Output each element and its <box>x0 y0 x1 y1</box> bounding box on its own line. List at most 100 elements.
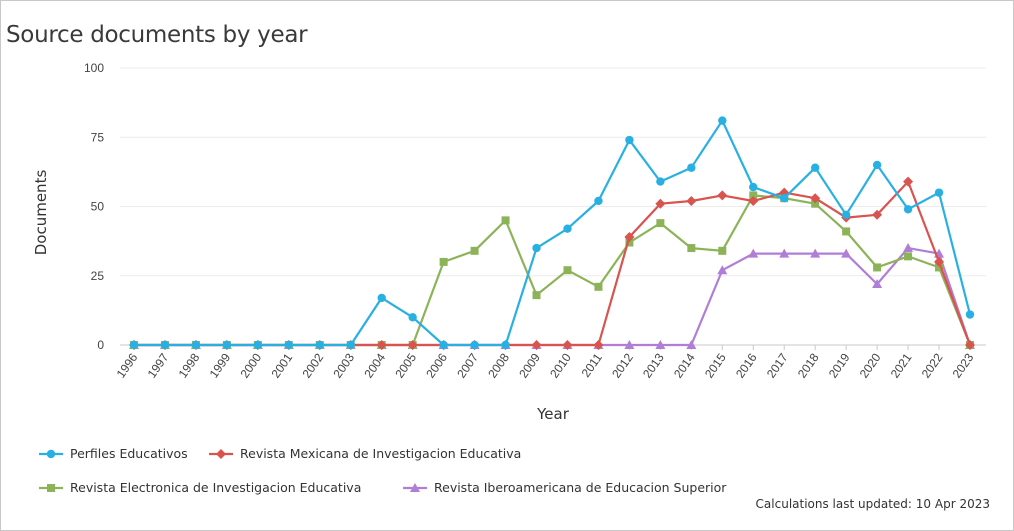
data-point <box>872 279 883 289</box>
data-point <box>717 265 728 275</box>
x-axis-title: Year <box>536 405 570 423</box>
data-point <box>810 193 821 204</box>
data-point <box>935 263 944 272</box>
x-tick-label: 2013 <box>640 350 667 380</box>
series-line <box>134 247 972 347</box>
x-tick-label: 2021 <box>888 350 915 380</box>
data-point <box>841 210 851 220</box>
x-tick-label: 2005 <box>392 350 419 380</box>
data-point <box>842 227 851 236</box>
data-point <box>624 340 635 349</box>
legend-swatch-marker <box>410 482 420 492</box>
y-tick-label: 100 <box>84 61 104 75</box>
legend-swatch <box>403 482 427 492</box>
x-tick-label: 2014 <box>671 350 698 380</box>
x-tick-label: 1996 <box>114 350 141 380</box>
data-point <box>191 340 201 350</box>
data-point <box>873 263 882 272</box>
data-point <box>315 340 324 350</box>
series-line <box>134 119 972 347</box>
data-point <box>563 224 572 233</box>
data-point <box>717 190 728 201</box>
data-point <box>686 195 697 206</box>
data-point <box>284 340 294 350</box>
x-tick-label: 2019 <box>826 350 853 380</box>
data-point <box>903 205 913 214</box>
legend: Perfiles Educativos Revista Mexicana de I… <box>38 446 738 506</box>
legend-item[interactable]: Perfiles Educativos <box>38 446 188 461</box>
data-point <box>841 248 852 258</box>
data-point <box>965 310 975 319</box>
x-tick-label: 2010 <box>547 350 574 380</box>
data-point <box>749 191 758 200</box>
x-tick-label: 2008 <box>485 350 512 380</box>
y-axis-ticks: 0 25 50 75 100 <box>84 61 104 352</box>
data-point <box>408 313 417 322</box>
series-1 <box>129 176 975 350</box>
legend-swatch-marker <box>46 449 56 458</box>
legend-label: Revista Mexicana de Investigacion Educat… <box>240 446 522 461</box>
x-tick-label: 1998 <box>176 350 203 380</box>
data-point <box>407 340 418 350</box>
legend-swatch <box>39 449 63 458</box>
legend-item[interactable]: Revista Electronica de Investigacion Edu… <box>38 480 361 495</box>
data-point <box>718 116 727 125</box>
data-point <box>346 340 355 350</box>
data-point <box>470 246 479 255</box>
data-point <box>904 252 913 261</box>
legend-swatch <box>209 448 233 459</box>
data-point <box>872 160 882 170</box>
data-point <box>439 340 448 350</box>
y-tick-label: 75 <box>91 130 105 144</box>
data-point <box>501 340 510 350</box>
legend-item[interactable]: Revista Iberoamericana de Educacion Supe… <box>402 480 726 495</box>
x-tick-label: 2007 <box>454 350 481 380</box>
data-point <box>810 163 820 172</box>
data-point <box>439 257 448 266</box>
series-layer <box>129 116 975 350</box>
data-point <box>686 340 697 349</box>
legend-swatch-marker <box>47 483 55 492</box>
x-tick-label: 2022 <box>919 350 946 380</box>
series-0 <box>129 116 975 350</box>
legend-swatch <box>39 483 63 492</box>
data-point <box>532 243 541 253</box>
data-point <box>810 248 821 258</box>
last-updated-note: Calculations last updated: 10 Apr 2023 <box>756 497 990 511</box>
gridlines <box>120 67 986 346</box>
legend-label: Perfiles Educativos <box>70 446 188 461</box>
data-point <box>593 340 604 350</box>
x-tick-label: 2020 <box>857 350 884 380</box>
x-tick-label: 2000 <box>238 350 265 380</box>
data-point <box>562 340 573 350</box>
x-tick-label: 1997 <box>145 350 172 380</box>
data-point <box>872 209 883 220</box>
data-point <box>656 219 665 228</box>
last-updated-label: Calculations last updated: <box>755 497 912 511</box>
data-point <box>222 340 232 350</box>
x-tick-label: 2016 <box>733 350 760 380</box>
data-point <box>655 340 666 349</box>
data-point <box>532 291 541 300</box>
data-point <box>625 238 634 247</box>
x-tick-label: 2023 <box>950 350 977 380</box>
data-point <box>594 282 603 291</box>
data-point <box>749 182 758 192</box>
data-point <box>470 340 479 350</box>
x-tick-label: 2003 <box>330 350 357 380</box>
x-tick-label: 2004 <box>361 350 388 380</box>
legend-item[interactable]: Revista Mexicana de Investigacion Educat… <box>208 446 521 461</box>
data-point <box>718 246 727 255</box>
data-point <box>811 199 820 208</box>
x-tick-label: 2017 <box>764 350 791 380</box>
data-point <box>253 340 263 350</box>
data-point <box>625 135 634 145</box>
data-point <box>655 198 666 209</box>
data-point <box>748 248 759 258</box>
y-tick-label: 25 <box>91 269 105 283</box>
legend-label: Revista Electronica de Investigacion Edu… <box>70 480 362 495</box>
y-tick-label: 0 <box>97 338 104 352</box>
legend-label: Revista Iberoamericana de Educacion Supe… <box>434 480 727 495</box>
x-tick-label: 2015 <box>702 350 729 380</box>
